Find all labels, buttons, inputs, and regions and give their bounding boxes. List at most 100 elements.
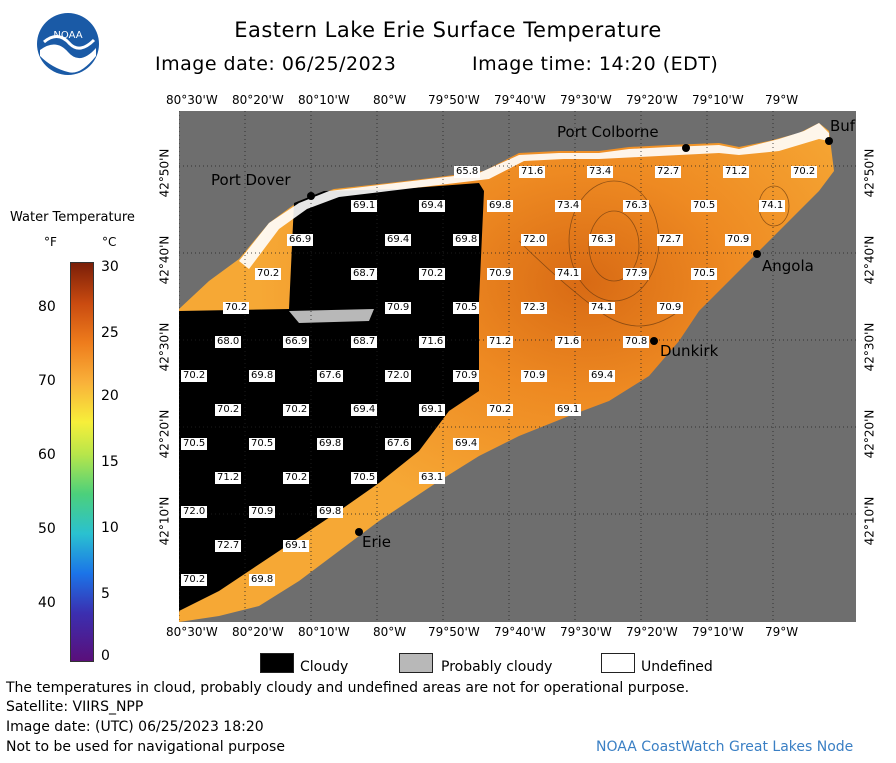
- temp-label: 69.1: [283, 540, 310, 552]
- noaa-logo: NOAA: [36, 12, 100, 76]
- scale-f-tick: 50: [38, 521, 56, 537]
- temp-label: 69.8: [317, 438, 344, 450]
- temp-label: 69.8: [249, 370, 276, 382]
- lon-top-label: 79°10'W: [692, 93, 744, 107]
- temp-label: 74.1: [589, 302, 616, 314]
- temp-label: 68.0: [215, 336, 242, 348]
- scale-c-tick: 0: [101, 648, 110, 664]
- temp-label: 69.4: [589, 370, 616, 382]
- temp-label: 63.1: [419, 472, 446, 484]
- lat-right-label: 42°40'N: [862, 235, 877, 285]
- logo-text: NOAA: [53, 30, 82, 41]
- temp-label: 69.8: [317, 506, 344, 518]
- temp-label: 70.5: [453, 302, 480, 314]
- temp-label: 66.9: [287, 234, 314, 246]
- temp-label: 70.2: [255, 268, 282, 280]
- lon-bottom-label: 80°20'W: [232, 625, 284, 639]
- temp-label: 69.8: [453, 234, 480, 246]
- lat-right-label: 42°10'N: [862, 496, 877, 546]
- legend-swatch-undefined: [601, 653, 635, 673]
- lon-bottom-label: 79°10'W: [692, 625, 744, 639]
- scale-c-tick: 5: [101, 586, 110, 602]
- temp-label: 70.5: [249, 438, 276, 450]
- lat-right-label: 42°50'N: [862, 148, 877, 198]
- temp-label: 69.1: [555, 404, 582, 416]
- place-port-dover: Port Dover: [211, 171, 291, 189]
- lon-top-label: 80°W: [373, 93, 407, 107]
- temp-label: 69.1: [419, 404, 446, 416]
- temp-label: 65.8: [454, 166, 481, 178]
- buffalo-marker: [825, 137, 833, 145]
- temp-label: 70.2: [791, 166, 818, 178]
- temp-label: 68.7: [351, 268, 378, 280]
- place-buffalo: Buf: [830, 117, 856, 135]
- lon-top-label: 79°50'W: [428, 93, 480, 107]
- place-dunkirk: Dunkirk: [660, 342, 719, 360]
- temp-label: 72.7: [657, 234, 684, 246]
- lon-top-label: 79°40'W: [494, 93, 546, 107]
- cloud-area: [179, 183, 484, 611]
- temp-label: 76.3: [589, 234, 616, 246]
- lon-top-label: 80°20'W: [232, 93, 284, 107]
- temp-label: 70.2: [487, 404, 514, 416]
- temp-label: 70.9: [249, 506, 276, 518]
- temp-label: 72.7: [655, 166, 682, 178]
- lon-bottom-label: 80°30'W: [166, 625, 218, 639]
- temp-label: 76.3: [623, 200, 650, 212]
- image-date: Image date: 06/25/2023: [155, 53, 397, 75]
- temp-label: 72.3: [521, 302, 548, 314]
- temp-label: 73.4: [587, 166, 614, 178]
- image-time: Image time: 14:20 (EDT): [472, 53, 719, 75]
- place-port-colborne: Port Colborne: [557, 123, 659, 141]
- lon-bottom-label: 80°W: [373, 625, 407, 639]
- port-dover-marker: [307, 192, 315, 200]
- temp-label: 70.9: [725, 234, 752, 246]
- lon-top-label: 79°20'W: [626, 93, 678, 107]
- legend-swatch-cloudy: [260, 653, 294, 673]
- temp-label: 70.2: [181, 574, 208, 586]
- erie-marker: [355, 528, 363, 536]
- temp-label: 72.0: [181, 506, 208, 518]
- temp-label: 72.7: [215, 540, 242, 552]
- temperature-colorbar: [70, 262, 94, 662]
- lat-right-label: 42°20'N: [862, 409, 877, 459]
- scale-f-tick: 70: [38, 373, 56, 389]
- legend-swatch-probably-cloudy: [399, 653, 433, 673]
- temp-label: 70.5: [691, 200, 718, 212]
- lon-bottom-label: 79°40'W: [494, 625, 546, 639]
- lon-top-label: 80°30'W: [166, 93, 218, 107]
- lon-bottom-label: 80°10'W: [298, 625, 350, 639]
- scale-c-tick: 30: [101, 259, 119, 275]
- temp-label: 66.9: [283, 336, 310, 348]
- temp-label: 74.1: [759, 200, 786, 212]
- scale-title: Water Temperature: [10, 210, 135, 225]
- temp-label: 67.6: [385, 438, 412, 450]
- temp-label: 70.2: [283, 404, 310, 416]
- temp-label: 68.7: [351, 336, 378, 348]
- temp-label: 70.2: [419, 268, 446, 280]
- temp-label: 70.9: [453, 370, 480, 382]
- temp-label: 70.5: [351, 472, 378, 484]
- lake-temperature-map: Port Dover Port Colborne Buf Angola Dunk…: [179, 111, 856, 622]
- temp-label: 69.8: [249, 574, 276, 586]
- scale-c-tick: 15: [101, 454, 119, 470]
- lat-left-label: 42°10'N: [157, 496, 172, 546]
- temp-label: 69.4: [385, 234, 412, 246]
- lon-top-label: 79°30'W: [560, 93, 612, 107]
- temp-label: 74.1: [555, 268, 582, 280]
- temp-label: 72.0: [521, 234, 548, 246]
- probably-cloudy-area: [289, 309, 374, 323]
- lat-left-label: 42°40'N: [157, 235, 172, 285]
- temp-label: 71.6: [555, 336, 582, 348]
- temp-label: 69.4: [351, 404, 378, 416]
- lat-left-label: 42°20'N: [157, 409, 172, 459]
- temp-label: 69.8: [487, 200, 514, 212]
- temp-label: 70.9: [487, 268, 514, 280]
- lat-left-label: 42°50'N: [157, 148, 172, 198]
- scale-c-tick: 25: [101, 325, 119, 341]
- temp-label: 70.5: [181, 438, 208, 450]
- lat-right-label: 42°30'N: [862, 322, 877, 372]
- temp-label: 71.2: [487, 336, 514, 348]
- lat-left-label: 42°30'N: [157, 322, 172, 372]
- scale-c-tick: 20: [101, 388, 119, 404]
